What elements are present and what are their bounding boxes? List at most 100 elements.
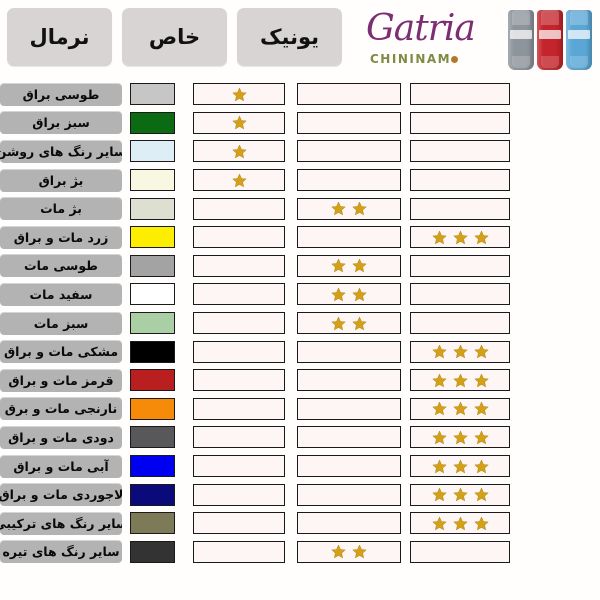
bottle-label-band [510, 30, 532, 39]
tab-unique-label: یونیک [260, 25, 320, 49]
rating-cell-unique-14[interactable] [410, 483, 510, 506]
rating-cell-special-11[interactable] [297, 397, 401, 420]
color-name-label: طوسی مات [0, 254, 122, 278]
rating-cell-unique-13[interactable] [410, 455, 510, 478]
rating-cell-unique-8[interactable] [410, 312, 510, 335]
rating-cell-special-7[interactable] [297, 283, 401, 306]
star-icon [432, 230, 447, 245]
table-row: زرد مات و براق [0, 223, 600, 252]
logo-wordmark: Gatria [366, 8, 476, 49]
table-row: بژ براق [0, 166, 600, 195]
color-swatch [130, 111, 175, 134]
chart-header: یونیک خاص نرمال Gatria CHININAM [0, 0, 600, 78]
rating-cell-unique-15[interactable] [410, 512, 510, 535]
rating-cell-special-4[interactable] [297, 197, 401, 220]
rating-cell-normal-15[interactable] [193, 512, 285, 535]
logo-dot-icon [451, 56, 459, 63]
rating-cell-special-3[interactable] [297, 169, 401, 192]
rating-cell-normal-7[interactable] [193, 283, 285, 306]
star-icon [432, 516, 447, 531]
rating-cell-normal-10[interactable] [193, 369, 285, 392]
star-icon [352, 287, 367, 302]
star-icon [352, 544, 367, 559]
rating-cell-special-5[interactable] [297, 226, 401, 249]
star-icon [331, 287, 346, 302]
table-row: قرمز مات و براق [0, 366, 600, 395]
rating-cell-unique-16[interactable] [410, 540, 510, 563]
rating-cell-normal-5[interactable] [193, 226, 285, 249]
star-icon [453, 430, 468, 445]
rating-cell-special-15[interactable] [297, 512, 401, 535]
rating-cell-special-6[interactable] [297, 254, 401, 277]
rating-cell-unique-5[interactable] [410, 226, 510, 249]
color-swatch [130, 426, 175, 449]
rating-cell-unique-12[interactable] [410, 426, 510, 449]
star-icon [432, 373, 447, 388]
tab-normal[interactable]: نرمال [7, 8, 112, 66]
rating-cell-unique-6[interactable] [410, 254, 510, 277]
color-name-label: سایر رنگ های تیره [0, 540, 122, 564]
bottle-base [541, 56, 559, 68]
table-row: مشکی مات و براق [0, 337, 600, 366]
rating-cell-special-10[interactable] [297, 369, 401, 392]
logo-subtitle: CHININAM [370, 52, 459, 66]
star-icon [232, 87, 247, 102]
rating-cell-special-9[interactable] [297, 340, 401, 363]
star-icon [331, 258, 346, 273]
rating-cell-normal-14[interactable] [193, 483, 285, 506]
rating-cell-normal-3[interactable] [193, 169, 285, 192]
rating-cell-unique-9[interactable] [410, 340, 510, 363]
color-name-label: نارنجی مات و برق [0, 397, 122, 421]
rating-cell-unique-4[interactable] [410, 197, 510, 220]
rating-cell-normal-13[interactable] [193, 455, 285, 478]
rating-cell-special-12[interactable] [297, 426, 401, 449]
rating-cell-special-2[interactable] [297, 140, 401, 163]
color-name-label: سایر رنگ های روشن [0, 139, 122, 163]
rating-cell-normal-16[interactable] [193, 540, 285, 563]
star-icon [474, 230, 489, 245]
rating-cell-special-1[interactable] [297, 111, 401, 134]
star-icon [432, 459, 447, 474]
rating-cell-unique-3[interactable] [410, 169, 510, 192]
rating-cell-unique-11[interactable] [410, 397, 510, 420]
rating-cell-special-14[interactable] [297, 483, 401, 506]
rating-cell-unique-2[interactable] [410, 140, 510, 163]
rating-cell-normal-0[interactable] [193, 83, 285, 106]
star-icon [331, 316, 346, 331]
rating-cell-normal-8[interactable] [193, 312, 285, 335]
color-name-label: سایر رنگ های ترکیبی [0, 511, 122, 535]
rating-cell-special-0[interactable] [297, 83, 401, 106]
star-icon [474, 373, 489, 388]
rating-cell-special-13[interactable] [297, 455, 401, 478]
rating-cell-normal-4[interactable] [193, 197, 285, 220]
star-icon [432, 430, 447, 445]
bottle-blue [566, 10, 592, 70]
table-row: لاجوردی مات و براق [0, 480, 600, 509]
rating-cell-normal-11[interactable] [193, 397, 285, 420]
rating-cell-special-16[interactable] [297, 540, 401, 563]
star-icon [474, 430, 489, 445]
color-name-label: سبز مات [0, 311, 122, 335]
tab-special[interactable]: خاص [122, 8, 227, 66]
bottle-cap [541, 10, 559, 25]
table-row: بژ مات [0, 194, 600, 223]
table-row: سبز مات [0, 309, 600, 338]
rating-cell-unique-7[interactable] [410, 283, 510, 306]
table-row: سایر رنگ های تیره [0, 538, 600, 567]
rating-cell-special-8[interactable] [297, 312, 401, 335]
rating-cell-normal-6[interactable] [193, 254, 285, 277]
rating-cell-normal-12[interactable] [193, 426, 285, 449]
rating-cell-normal-1[interactable] [193, 111, 285, 134]
tab-unique[interactable]: یونیک [237, 8, 342, 66]
color-swatch [130, 140, 175, 163]
rating-cell-unique-0[interactable] [410, 83, 510, 106]
rating-cell-normal-9[interactable] [193, 340, 285, 363]
star-icon [474, 459, 489, 474]
star-icon [331, 201, 346, 216]
rating-cell-unique-10[interactable] [410, 369, 510, 392]
rating-cell-normal-2[interactable] [193, 140, 285, 163]
star-icon [453, 344, 468, 359]
rating-cell-unique-1[interactable] [410, 111, 510, 134]
bottle-red [537, 10, 563, 70]
